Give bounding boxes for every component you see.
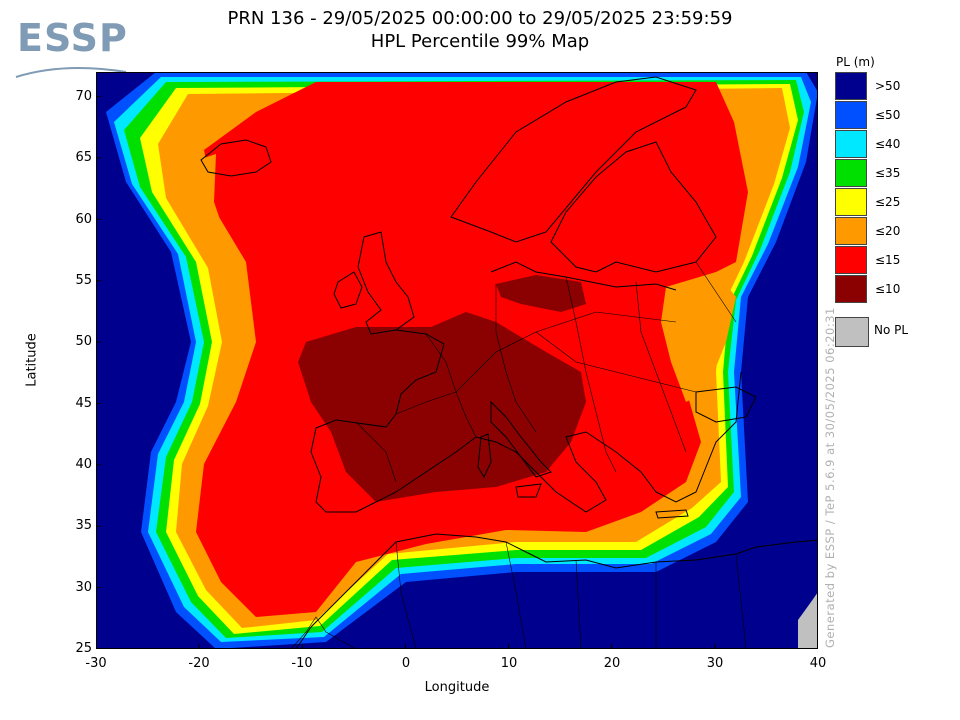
legend-label-le15: ≤15: [875, 253, 901, 267]
region-le10-baltic2: [496, 275, 586, 312]
legend-swatch-le50: [835, 101, 867, 129]
coast-italy: [490, 400, 552, 478]
coast-sicily: [515, 483, 542, 498]
x-tick-label: 20: [603, 656, 621, 671]
y-tick-label: 70: [75, 89, 92, 104]
x-tick-label: 30: [706, 656, 724, 671]
legend-label-le10: ≤10: [875, 282, 901, 296]
legend-swatch-le15: [835, 246, 867, 274]
region-le20-iceland: [192, 154, 226, 237]
logo-swoosh-icon: [15, 67, 127, 78]
coast-sweden-finland: [550, 141, 717, 273]
region-no-pl: [798, 592, 818, 649]
x-tick-label: 10: [500, 656, 518, 671]
legend-title: PL (m): [836, 55, 875, 69]
essp-logo: ESSP: [14, 14, 134, 84]
coast-ireland: [333, 271, 363, 309]
logo-text: ESSP: [17, 16, 128, 60]
legend-label-gt50: >50: [875, 79, 901, 93]
country-borders: [290, 261, 747, 649]
map-frame: [96, 72, 818, 649]
x-tick-label: -20: [188, 656, 210, 671]
coast-sardinia-corsica: [477, 433, 492, 479]
y-tick-label: 65: [75, 150, 92, 165]
legend-swatch-no-pl: [835, 317, 869, 347]
hpl-map: [96, 72, 818, 649]
y-tick-label: 35: [75, 518, 92, 533]
region-le10-central: [298, 312, 586, 502]
y-tick-label: 25: [75, 641, 92, 656]
coast-north-africa: [295, 533, 818, 649]
y-tick-label: 60: [75, 212, 92, 227]
legend-label-le50: ≤50: [875, 108, 901, 122]
map-title-line2: HPL Percentile 99% Map: [370, 31, 590, 52]
y-tick-label: 40: [75, 457, 92, 472]
x-axis-label: Longitude: [424, 680, 490, 695]
x-tick-label: -30: [85, 656, 107, 671]
coast-iceland: [200, 139, 272, 177]
legend-label-le40: ≤40: [875, 137, 901, 151]
coast-crete: [655, 509, 689, 519]
legend-label-le35: ≤35: [875, 166, 901, 180]
legend-swatch-le40: [835, 130, 867, 158]
legend-label-no-pl: No PL: [874, 323, 909, 337]
generated-by-watermark: Generated by ESSP / TeP 5.6.9 at 30/05/2…: [823, 307, 837, 648]
map-title-line1: PRN 136 - 29/05/2025 00:00:00 to 29/05/2…: [227, 8, 733, 29]
legend-swatch-le35: [835, 159, 867, 187]
coast-norway: [450, 76, 697, 243]
legend-label-le25: ≤25: [875, 195, 901, 209]
y-tick-label: 45: [75, 396, 92, 411]
y-axis-label: Latitude: [24, 333, 40, 387]
region-le20-ukraine: [661, 272, 736, 402]
legend-swatch-le10: [835, 275, 867, 303]
x-tick-label: 40: [809, 656, 827, 671]
legend-swatch-gt50: [835, 72, 867, 100]
legend-swatch-le25: [835, 188, 867, 216]
x-tick-label: 0: [401, 656, 411, 671]
coast-black-sea: [695, 386, 757, 423]
tick-marks: [96, 96, 818, 649]
y-tick-label: 30: [75, 580, 92, 595]
y-tick-label: 55: [75, 273, 92, 288]
x-tick-label: -10: [291, 656, 313, 671]
legend-swatch-le20: [835, 217, 867, 245]
y-tick-label: 50: [75, 334, 92, 349]
legend-label-le20: ≤20: [875, 224, 901, 238]
